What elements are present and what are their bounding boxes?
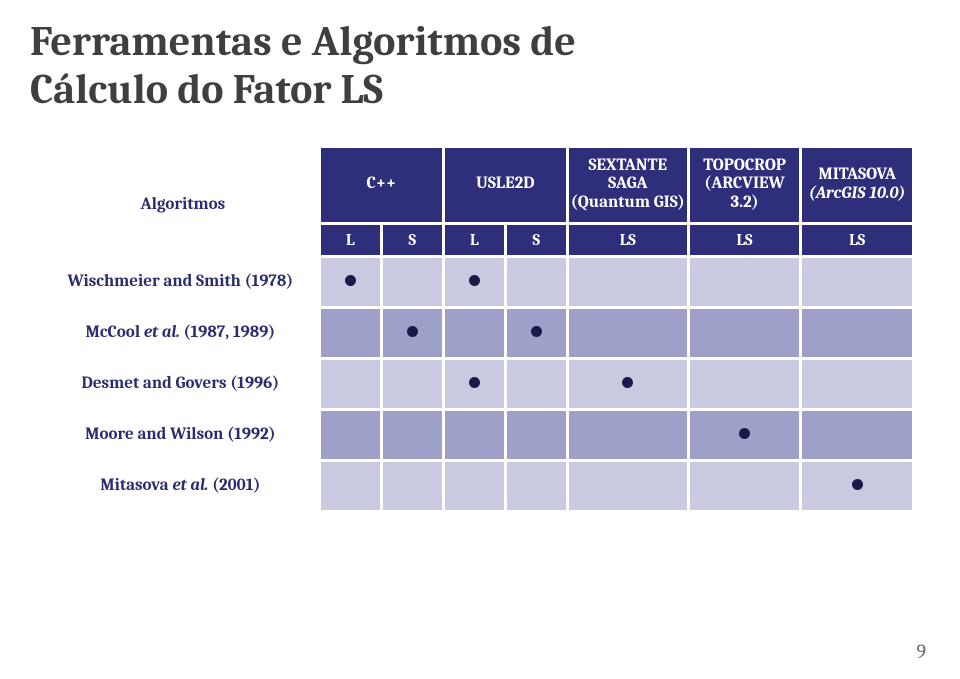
table-row: McCool et al. (1987, 1989) (48, 309, 912, 357)
title-line-1: Ferramentas e Algoritmos de (30, 17, 576, 66)
row-label: Mitasova et al. (2001) (48, 462, 318, 510)
table-body: Wischmeier and Smith (1978)McCool et al.… (48, 258, 912, 510)
title-line-2: Cálculo do Fator LS (30, 65, 383, 114)
algorithms-table: Algoritmos C++ USLE2D SEXTANTE SAGA (Qua… (45, 145, 915, 513)
dot-icon (531, 326, 542, 337)
sextante-l3: (Quantum GIS) (571, 194, 685, 213)
table-cell (383, 462, 442, 510)
table-cell (507, 462, 566, 510)
table-cell (507, 360, 566, 408)
dot-icon (469, 377, 480, 388)
table-cell (383, 309, 442, 357)
sub-LS-3: LS (802, 225, 912, 255)
table-cell (321, 360, 380, 408)
table-cell (569, 258, 687, 306)
sub-L-1: L (321, 225, 380, 255)
table-cell (690, 462, 800, 510)
table-cell (802, 360, 912, 408)
table-row: Wischmeier and Smith (1978) (48, 258, 912, 306)
table-cell (507, 411, 566, 459)
header-row-1: Algoritmos C++ USLE2D SEXTANTE SAGA (Qua… (48, 148, 912, 222)
table-cell (445, 411, 504, 459)
row-label: Wischmeier and Smith (1978) (48, 258, 318, 306)
table-cell (690, 258, 800, 306)
col-usle2d: USLE2D (445, 148, 566, 222)
col-cpp: C++ (321, 148, 442, 222)
table-cell (569, 411, 687, 459)
table-cell (321, 411, 380, 459)
table-cell (569, 309, 687, 357)
table-cell (802, 462, 912, 510)
sub-S-2: S (507, 225, 566, 255)
table-row: Desmet and Govers (1996) (48, 360, 912, 408)
col-algoritmos: Algoritmos (48, 148, 318, 222)
table-cell (802, 258, 912, 306)
table-cell (802, 411, 912, 459)
col-sextante: SEXTANTE SAGA (Quantum GIS) (569, 148, 687, 222)
sub-S-1: S (383, 225, 442, 255)
sextante-l2: SAGA (571, 175, 685, 194)
sub-LS-2: LS (690, 225, 800, 255)
mitasova-l2: (ArcGIS 10.0) (804, 185, 910, 204)
row-label: McCool et al. (1987, 1989) (48, 309, 318, 357)
dot-icon (622, 377, 633, 388)
col-topocrop: TOPOCROP (ARCVIEW 3.2) (690, 148, 800, 222)
topocrop-l2: (ARCVIEW 3.2) (692, 175, 798, 212)
mitasova-l1: MITASOVA (804, 166, 910, 185)
table-container: Algoritmos C++ USLE2D SEXTANTE SAGA (Qua… (0, 115, 960, 513)
table-cell (507, 258, 566, 306)
table-cell (445, 258, 504, 306)
row-label: Moore and Wilson (1992) (48, 411, 318, 459)
table-row: Moore and Wilson (1992) (48, 411, 912, 459)
topocrop-l1: TOPOCROP (692, 157, 798, 176)
table-cell (802, 309, 912, 357)
table-cell (383, 360, 442, 408)
page-number: 9 (916, 640, 926, 663)
table-cell (507, 309, 566, 357)
table-cell (445, 309, 504, 357)
table-cell (383, 411, 442, 459)
dot-icon (469, 275, 480, 286)
table-cell (321, 309, 380, 357)
dot-icon (852, 479, 863, 490)
dot-icon (407, 326, 418, 337)
sub-L-2: L (445, 225, 504, 255)
table-cell (321, 258, 380, 306)
sextante-l1: SEXTANTE (571, 157, 685, 176)
row-label: Desmet and Govers (1996) (48, 360, 318, 408)
table-cell (690, 360, 800, 408)
sub-LS-1: LS (569, 225, 687, 255)
table-cell (321, 462, 380, 510)
table-cell (445, 360, 504, 408)
dot-icon (345, 275, 356, 286)
table-cell (690, 309, 800, 357)
table-cell (445, 462, 504, 510)
page-title: Ferramentas e Algoritmos de Cálculo do F… (0, 0, 960, 115)
header-row-2: L S L S LS LS LS (48, 225, 912, 255)
dot-icon (739, 428, 750, 439)
table-cell (569, 360, 687, 408)
col-mitasova: MITASOVA (ArcGIS 10.0) (802, 148, 912, 222)
table-cell (383, 258, 442, 306)
table-cell (569, 462, 687, 510)
table-row: Mitasova et al. (2001) (48, 462, 912, 510)
table-cell (690, 411, 800, 459)
